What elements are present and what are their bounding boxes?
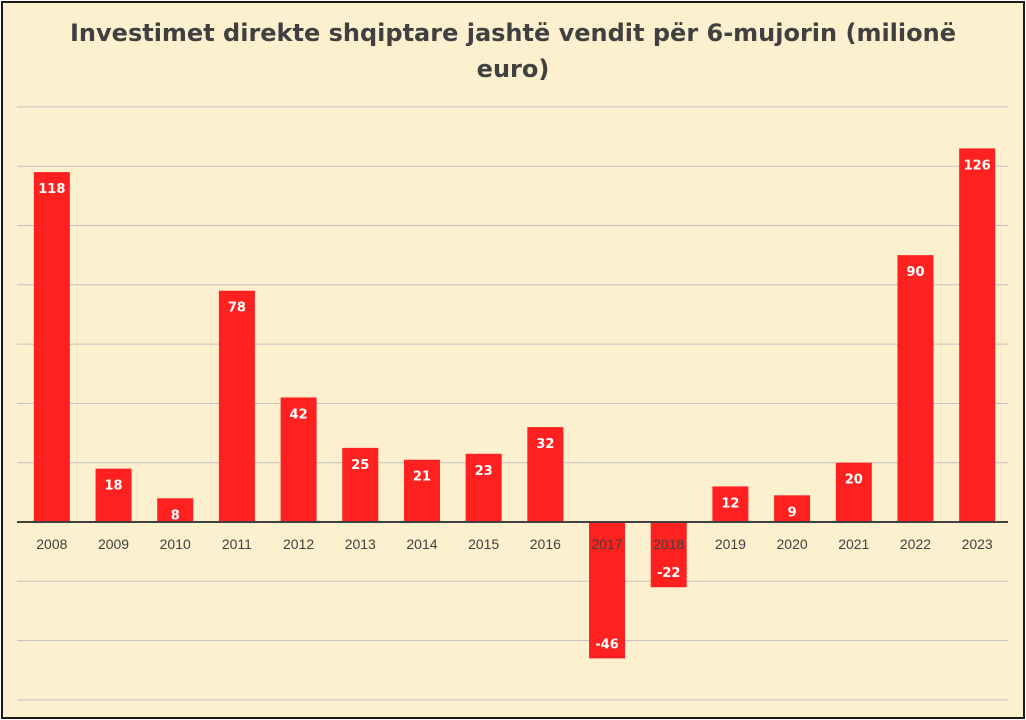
- x-tick-label-2014: 2014: [406, 536, 437, 552]
- bar-2023: [959, 148, 996, 522]
- chart-title: Investimet direkte shqiptare jashtë vend…: [3, 15, 1023, 87]
- data-label-2023: 126: [964, 158, 991, 173]
- x-tick-labels: 2008 2009 2010 2011 2012 2013 2014 2015 2016 2017…: [36, 536, 993, 552]
- bar-2010: [157, 498, 194, 522]
- bar-2009: [95, 468, 132, 522]
- data-label-2012: 42: [290, 407, 308, 422]
- data-label-2016: 32: [536, 437, 554, 452]
- x-tick-label-2015: 2015: [468, 536, 499, 552]
- bar-2014: [403, 459, 440, 522]
- bar-2011: [218, 290, 255, 522]
- data-label-2021: 20: [845, 473, 863, 488]
- bar-2022: [897, 255, 934, 522]
- bar-2012: [280, 397, 317, 522]
- x-tick-label-2021: 2021: [838, 536, 869, 552]
- x-tick-label-2023: 2023: [962, 536, 993, 552]
- data-label-2020: 9: [788, 505, 797, 520]
- x-tick-label-2011: 2011: [222, 536, 252, 552]
- bar-2016: [527, 427, 564, 522]
- data-label-2022: 90: [906, 265, 924, 280]
- x-tick-label-2019: 2019: [715, 536, 746, 552]
- x-tick-label-2008: 2008: [36, 536, 67, 552]
- bar-2021: [835, 462, 872, 522]
- x-tick-label-2010: 2010: [160, 536, 191, 552]
- x-tick-label-2020: 2020: [777, 536, 808, 552]
- x-tick-label-2016: 2016: [530, 536, 561, 552]
- chart-title-line-2: euro): [476, 55, 550, 83]
- x-tick-label-2017: 2017: [591, 536, 622, 552]
- gridlines: [17, 106, 1008, 701]
- x-tick-label-2018: 2018: [653, 536, 684, 552]
- bar-2018: [650, 522, 687, 588]
- data-label-2011: 78: [228, 301, 246, 316]
- x-tick-label-2009: 2009: [98, 536, 129, 552]
- x-tick-label-2013: 2013: [345, 536, 376, 552]
- x-tick-label-2012: 2012: [283, 536, 314, 552]
- data-label-2008: 118: [38, 182, 65, 197]
- bar-2019: [712, 486, 749, 522]
- bar-2008: [33, 172, 70, 522]
- data-labels: 118 18 8 78 42 25 21 23 32 -46 -22 12 9 20 90 126: [38, 158, 990, 652]
- bar-2020: [774, 495, 811, 522]
- data-label-2010: 8: [171, 508, 180, 523]
- bar-2013: [342, 447, 379, 522]
- chart-title-line-1: Investimet direkte shqiptare jashtë vend…: [70, 19, 956, 47]
- data-label-2013: 25: [351, 458, 369, 473]
- data-label-2019: 12: [721, 496, 739, 511]
- data-label-2018: -22: [657, 566, 681, 581]
- data-label-2009: 18: [104, 479, 122, 494]
- x-tick-label-2022: 2022: [900, 536, 931, 552]
- bars: [33, 148, 996, 659]
- data-label-2017: -46: [595, 637, 619, 652]
- data-label-2015: 23: [475, 464, 493, 479]
- data-label-2014: 21: [413, 470, 431, 485]
- bar-2015: [465, 453, 502, 522]
- bar-2017: [589, 522, 626, 659]
